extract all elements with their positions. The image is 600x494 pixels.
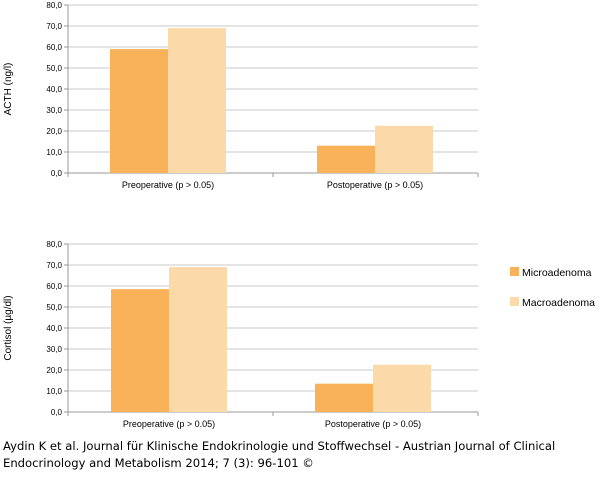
x-category-label: Preoperative (p > 0.05)	[123, 419, 215, 429]
y-tick-label: 60,0	[46, 43, 62, 52]
y-tick-label: 40,0	[46, 85, 62, 94]
y-tick-label: 20,0	[46, 127, 62, 136]
y-tick-label: 10,0	[46, 148, 62, 157]
bar-macroadenoma-postoperative	[375, 125, 433, 173]
citation-line-1: Aydin K et al. Journal für Klinische End…	[3, 439, 556, 453]
bar-macroadenoma-preoperative	[168, 28, 226, 173]
y-tick-label: 60,0	[46, 282, 62, 291]
y-tick-label: 50,0	[46, 303, 62, 312]
legend-swatch-macroadenoma	[510, 297, 519, 306]
y-tick-label: 50,0	[46, 64, 62, 73]
y-tick-label: 30,0	[46, 106, 62, 115]
legend-label-macroadenoma: Macroadenoma	[522, 297, 595, 309]
y-tick-label: 30,0	[46, 345, 62, 354]
y-axis-label: ACTH (ng/l)	[3, 63, 14, 116]
bar-microadenoma-postoperative	[315, 383, 373, 412]
y-tick-label: 20,0	[46, 366, 62, 375]
citation-caption: Aydin K et al. Journal für Klinische End…	[3, 438, 597, 472]
x-category-label: Postoperative (p > 0.05)	[327, 180, 423, 190]
x-category-label: Preoperative (p > 0.05)	[122, 180, 214, 190]
citation-line-2: Endocrinology and Metabolism 2014; 7 (3)…	[3, 456, 314, 470]
y-tick-label: 70,0	[46, 22, 62, 31]
y-tick-label: 40,0	[46, 324, 62, 333]
bar-macroadenoma-preoperative	[169, 267, 227, 412]
y-tick-label: 80,0	[46, 1, 62, 10]
bar-microadenoma-preoperative	[110, 49, 168, 173]
legend-swatch-microadenoma	[510, 267, 519, 276]
y-tick-label: 80,0	[46, 240, 62, 249]
y-axis-label: Cortisol (µg/dl)	[3, 295, 14, 360]
y-tick-label: 70,0	[46, 261, 62, 270]
chart-panel-1: 0,0 10,0 20,0 30,0 40,0 50,0 60,0 70,0 80,0 Preop…	[3, 1, 479, 190]
legend: Microadenoma Macroadenoma	[510, 267, 595, 309]
chart-panel-2: 0,0 10,0 20,0 30,0 40,0 50,0 60,0 70,0 80,0 Preop…	[3, 240, 479, 429]
bar-microadenoma-preoperative	[111, 289, 169, 412]
legend-label-microadenoma: Microadenoma	[522, 267, 592, 279]
y-tick-label: 10,0	[46, 387, 62, 396]
bar-macroadenoma-postoperative	[373, 364, 431, 412]
bar-microadenoma-postoperative	[317, 145, 375, 173]
x-category-label: Postoperative (p > 0.05)	[325, 419, 421, 429]
y-tick-label: 0,0	[51, 408, 63, 417]
y-tick-label: 0,0	[51, 169, 63, 178]
